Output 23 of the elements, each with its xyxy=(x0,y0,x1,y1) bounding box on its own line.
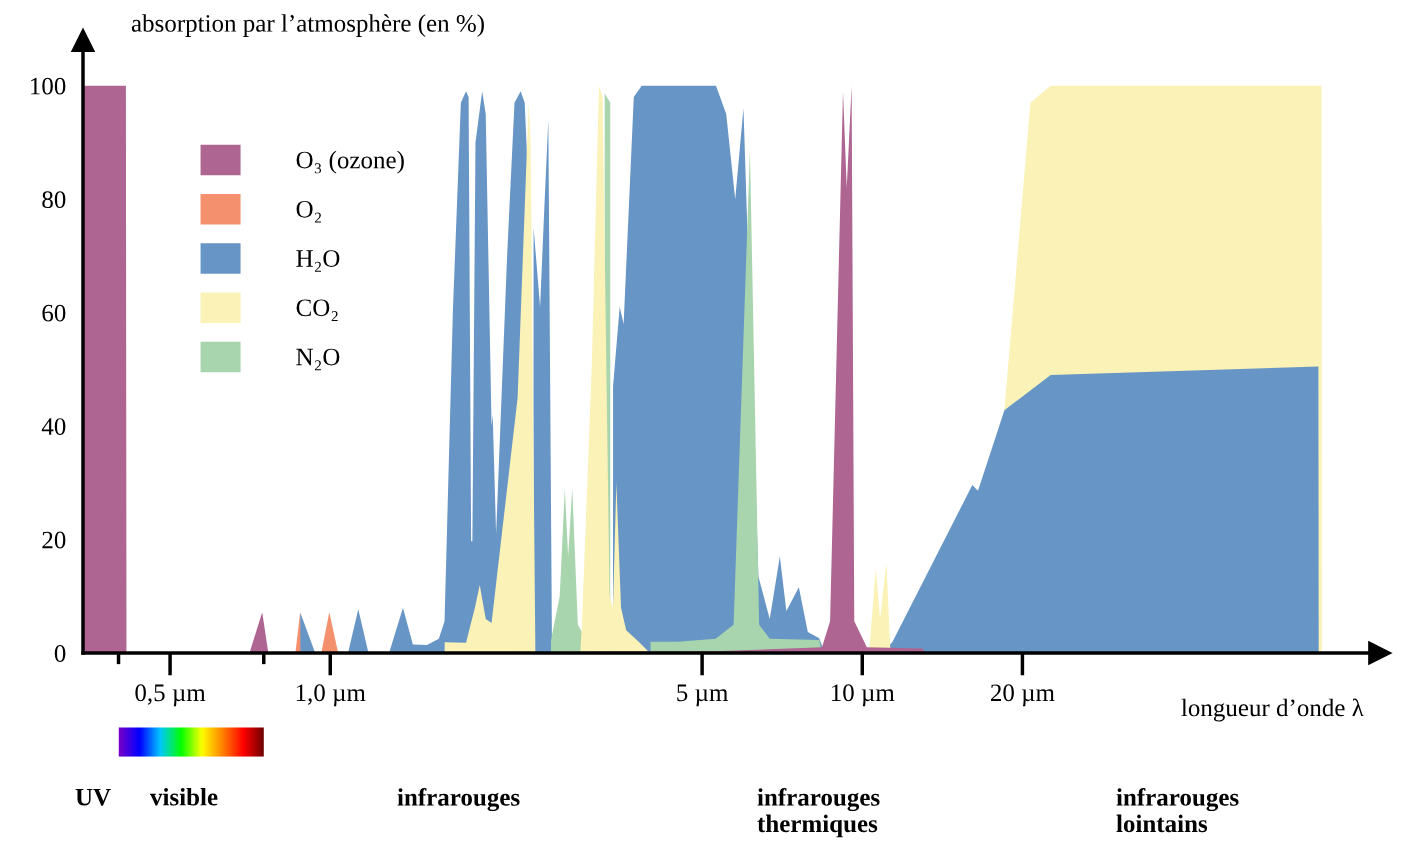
x-tick-label: 1,0 µm xyxy=(296,684,366,707)
text: infrarouges xyxy=(397,788,520,812)
legend-label: H₂O xyxy=(296,250,340,272)
y-tick-label: 80 xyxy=(42,191,66,209)
text: infrarouges lointains xyxy=(1116,788,1239,833)
text: visible xyxy=(150,788,218,806)
legend-label: CO₂ xyxy=(296,299,338,322)
x-tick-label: 20 µm xyxy=(990,684,1055,707)
legend-label: O₂ xyxy=(296,200,321,223)
y-axis-title: absorption par l’atmosphère (en %) xyxy=(131,14,484,37)
y-tick-label: 20 xyxy=(42,531,66,549)
y-tick-label: 60 xyxy=(42,304,66,322)
y-tick-label: 40 xyxy=(41,418,66,436)
x-tick-label: 10 µm xyxy=(831,684,895,707)
legend-label: N₂O xyxy=(296,348,340,371)
x-tick-label: 5 µm xyxy=(677,684,729,707)
text: infrarouges thermiques xyxy=(757,788,880,838)
x-axis-title: longueur d’onde λ xyxy=(1181,698,1364,722)
y-tick-label: 100 xyxy=(31,77,66,95)
x-tick-label: 0,5 µm xyxy=(135,684,206,707)
y-tick-label: 0 xyxy=(54,645,66,662)
legend-label: O₃ (ozone) xyxy=(296,150,404,174)
text: UV xyxy=(75,788,111,806)
